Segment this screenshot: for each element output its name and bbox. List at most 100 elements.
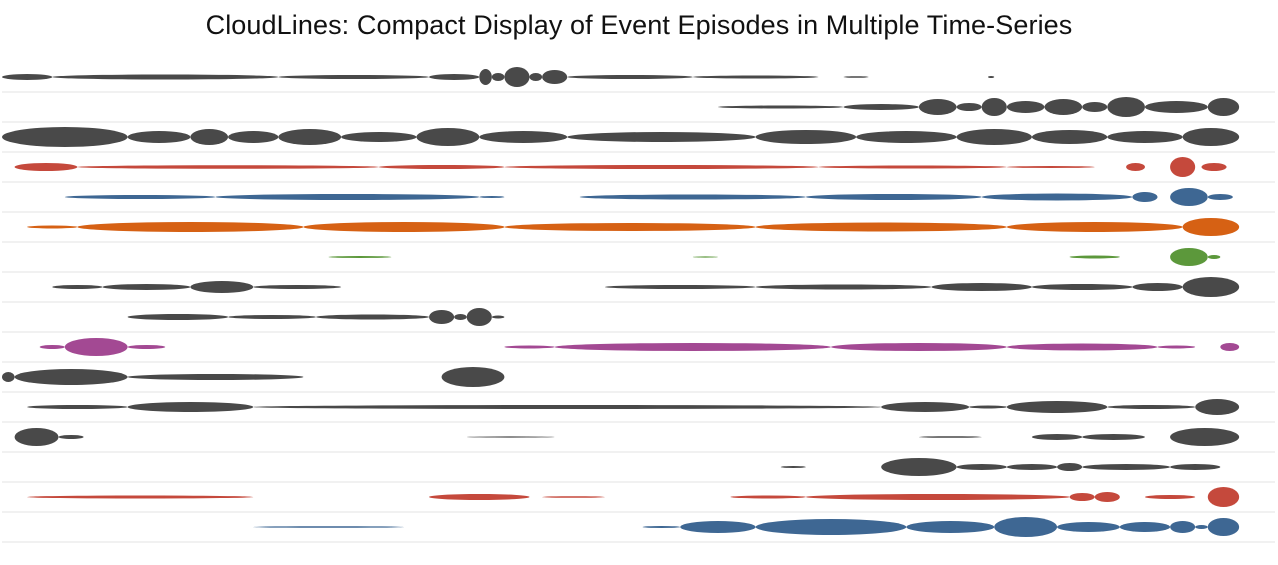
event-episode xyxy=(1170,521,1196,533)
event-episode xyxy=(1207,98,1240,116)
track-2 xyxy=(2,97,1275,123)
event-episode xyxy=(1107,97,1145,117)
event-episode xyxy=(1195,399,1240,415)
event-episode xyxy=(1207,194,1233,200)
event-episode xyxy=(253,285,342,289)
event-episode xyxy=(14,163,78,171)
track-6 xyxy=(2,218,1275,243)
event-episode xyxy=(1006,343,1158,351)
event-episode xyxy=(881,402,970,412)
event-episode xyxy=(52,74,279,80)
event-episode xyxy=(504,67,530,87)
event-episode xyxy=(981,98,1007,116)
event-episode xyxy=(1069,493,1095,501)
event-episode xyxy=(805,194,982,200)
event-episode xyxy=(77,165,379,169)
event-episode xyxy=(14,369,128,385)
event-episode xyxy=(479,131,568,143)
event-episode xyxy=(956,129,1032,145)
event-episode xyxy=(843,76,869,78)
event-episode xyxy=(102,284,191,290)
event-episode xyxy=(1057,522,1120,532)
chart-title: CloudLines: Compact Display of Event Epi… xyxy=(205,10,1073,40)
event-episode xyxy=(780,466,806,468)
event-episode xyxy=(567,132,756,142)
event-episode xyxy=(830,343,1007,351)
event-episode xyxy=(1,372,15,382)
event-episode xyxy=(931,283,1032,291)
event-episode xyxy=(429,494,530,500)
event-episode xyxy=(987,76,995,78)
event-episode xyxy=(1201,163,1227,171)
event-episode xyxy=(127,374,304,380)
event-episode xyxy=(14,428,59,446)
track-11 xyxy=(1,367,1275,393)
event-episode xyxy=(1082,102,1108,112)
event-episode xyxy=(77,222,304,232)
event-episode xyxy=(1170,248,1208,266)
event-episode xyxy=(692,256,718,258)
track-16 xyxy=(2,517,1275,543)
event-episode xyxy=(39,345,65,349)
event-episode xyxy=(1069,255,1120,259)
event-episode xyxy=(278,75,430,79)
event-episode xyxy=(542,70,568,84)
event-episode xyxy=(730,495,806,499)
event-episode xyxy=(253,526,404,528)
event-episode xyxy=(554,343,831,351)
event-episode xyxy=(1170,428,1240,446)
event-episode xyxy=(127,131,191,143)
event-episode xyxy=(1182,128,1240,146)
event-episode xyxy=(316,314,430,320)
track-13 xyxy=(2,428,1275,453)
event-episode xyxy=(1006,101,1045,113)
event-episode xyxy=(1031,434,1083,440)
event-episode xyxy=(341,132,417,142)
track-8 xyxy=(2,277,1275,303)
event-episode xyxy=(1132,192,1158,202)
event-episode xyxy=(228,131,279,143)
event-episode xyxy=(969,405,1007,409)
event-episode xyxy=(1220,343,1240,351)
event-episode xyxy=(1094,492,1120,502)
event-episode xyxy=(1006,222,1183,232)
event-episode xyxy=(64,338,128,356)
event-episode xyxy=(981,193,1133,201)
cloudlines-chart xyxy=(1,67,1275,543)
event-episode xyxy=(755,284,932,290)
event-episode xyxy=(2,127,128,147)
event-episode xyxy=(529,73,543,81)
event-episode xyxy=(328,256,392,258)
event-episode xyxy=(1144,495,1196,499)
event-episode xyxy=(1182,277,1240,297)
event-episode xyxy=(127,345,166,349)
event-episode xyxy=(479,69,492,85)
track-14 xyxy=(2,458,1275,483)
event-episode xyxy=(416,128,480,146)
event-episode xyxy=(466,308,492,326)
event-episode xyxy=(755,130,857,144)
event-episode xyxy=(805,494,1070,500)
event-episode xyxy=(64,195,216,199)
event-episode xyxy=(1157,345,1196,349)
track-7 xyxy=(2,248,1275,273)
event-episode xyxy=(1006,464,1058,470)
event-episode xyxy=(1195,525,1208,529)
event-episode xyxy=(1107,405,1196,409)
event-episode xyxy=(1182,218,1240,236)
event-episode xyxy=(27,495,254,499)
track-4 xyxy=(2,157,1275,183)
event-episode xyxy=(1170,188,1208,206)
event-episode xyxy=(58,435,84,439)
event-episode xyxy=(215,194,480,200)
event-episode xyxy=(818,165,1007,169)
event-episode xyxy=(1031,284,1133,290)
event-episode xyxy=(1057,463,1083,471)
event-episode xyxy=(918,436,982,438)
event-episode xyxy=(491,315,505,319)
track-9 xyxy=(2,308,1275,333)
event-episode xyxy=(1006,401,1108,413)
event-episode xyxy=(755,519,907,535)
track-12 xyxy=(2,399,1275,423)
event-episode xyxy=(190,281,254,293)
